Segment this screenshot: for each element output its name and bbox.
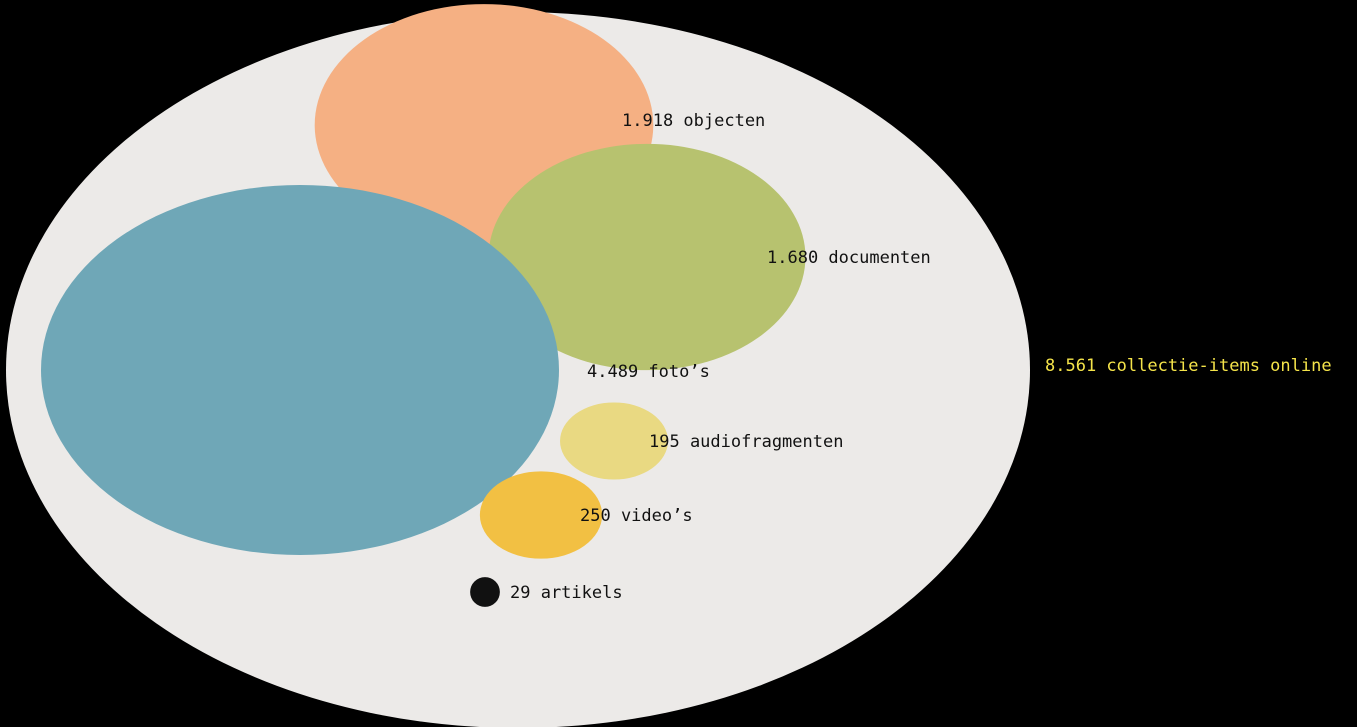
bubble-label: 1.918 objecten: [622, 111, 765, 131]
total-label: 8.561 collectie-items online: [1045, 356, 1332, 376]
bubble-label: 250 video’s: [580, 506, 693, 526]
bubble: [41, 185, 559, 555]
bubble-label: 195 audiofragmenten: [649, 432, 843, 452]
bubble: [560, 402, 668, 480]
bubble: [470, 577, 500, 607]
item-bubbles: 1.918 objecten 1.680 documenten 4.489 foto…: [41, 4, 931, 607]
bubble-label: 29 artikels: [510, 583, 623, 603]
bubble-label: 1.680 documenten: [767, 248, 931, 268]
bubble: [479, 471, 603, 559]
bubble-label: 4.489 foto’s: [587, 362, 710, 382]
bubble: [488, 143, 806, 371]
